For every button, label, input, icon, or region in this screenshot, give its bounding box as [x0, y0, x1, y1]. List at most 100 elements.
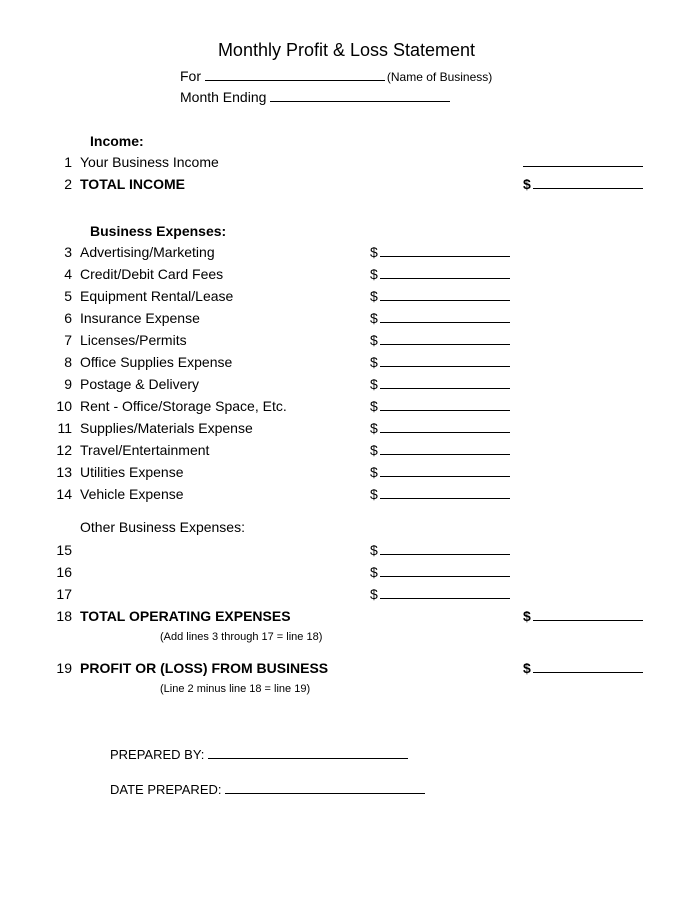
line-num: 2: [50, 176, 80, 192]
date-prepared-blank[interactable]: [225, 780, 425, 794]
signature-section: PREPARED BY: DATE PREPARED:: [110, 745, 643, 797]
line-row: 7Licenses/Permits$: [50, 331, 643, 351]
line-num: 13: [50, 464, 80, 480]
line-num: 14: [50, 486, 80, 502]
total-op-formula: (Add lines 3 through 17 = line 18): [160, 631, 643, 643]
dollar-sign: $: [370, 376, 378, 392]
dollar-sign: $: [370, 486, 378, 502]
dollar-sign: $: [523, 660, 531, 676]
amount-blank[interactable]: [380, 541, 510, 555]
line-label: Equipment Rental/Lease: [80, 288, 370, 304]
amount-blank[interactable]: [533, 175, 643, 189]
line-row: 9Postage & Delivery$: [50, 375, 643, 395]
dollar-sign: $: [370, 464, 378, 480]
amount-blank[interactable]: [380, 463, 510, 477]
amount-blank[interactable]: [380, 485, 510, 499]
other-expenses-heading-row: Other Business Expenses:: [50, 519, 643, 539]
dollar-sign: $: [370, 310, 378, 326]
income-heading: Income:: [90, 133, 643, 149]
line-label: Insurance Expense: [80, 310, 370, 326]
month-blank[interactable]: [270, 88, 450, 102]
line-row: 13Utilities Expense$: [50, 463, 643, 483]
line-label: Postage & Delivery: [80, 376, 370, 392]
line-19: 19 PROFIT OR (LOSS) FROM BUSINESS $: [50, 659, 643, 679]
line-label: Rent - Office/Storage Space, Etc.: [80, 398, 370, 414]
amount-blank[interactable]: [533, 659, 643, 673]
for-paren: (Name of Business): [387, 70, 492, 84]
dollar-sign: $: [370, 442, 378, 458]
amount-blank[interactable]: [380, 353, 510, 367]
line-num: 18: [50, 608, 80, 624]
other-expenses-heading: Other Business Expenses:: [80, 519, 370, 535]
amount-blank[interactable]: [533, 607, 643, 621]
amount-blank[interactable]: [380, 287, 510, 301]
amount-blank[interactable]: [380, 397, 510, 411]
prepared-by-row: PREPARED BY:: [110, 745, 643, 762]
line-label: Travel/Entertainment: [80, 442, 370, 458]
line-num: 12: [50, 442, 80, 458]
line-row: 5Equipment Rental/Lease$: [50, 287, 643, 307]
line-label: Advertising/Marketing: [80, 244, 370, 260]
line-label: Vehicle Expense: [80, 486, 370, 502]
profit-formula: (Line 2 minus line 18 = line 19): [160, 683, 643, 695]
line-row: 15 $: [50, 541, 643, 561]
line-label: Licenses/Permits: [80, 332, 370, 348]
line-row: 10Rent - Office/Storage Space, Etc.$: [50, 397, 643, 417]
dollar-sign: $: [370, 288, 378, 304]
line-row: 6Insurance Expense$: [50, 309, 643, 329]
date-prepared-label: DATE PREPARED:: [110, 782, 221, 797]
line-label: Supplies/Materials Expense: [80, 420, 370, 436]
line-label: Office Supplies Expense: [80, 354, 370, 370]
line-label: Credit/Debit Card Fees: [80, 266, 370, 282]
prepared-by-blank[interactable]: [208, 745, 408, 759]
line-row: 11Supplies/Materials Expense$: [50, 419, 643, 439]
line-18: 18 TOTAL OPERATING EXPENSES $: [50, 607, 643, 627]
dollar-sign: $: [370, 586, 378, 602]
month-label: Month Ending: [180, 89, 266, 105]
line-num: 7: [50, 332, 80, 348]
dollar-sign: $: [370, 542, 378, 558]
line-row: 16 $: [50, 563, 643, 583]
for-label: For: [180, 68, 201, 84]
amount-blank[interactable]: [380, 331, 510, 345]
amount-blank[interactable]: [380, 585, 510, 599]
line-row: 12Travel/Entertainment$: [50, 441, 643, 461]
line-num: 3: [50, 244, 80, 260]
line-num: 19: [50, 660, 80, 676]
line-num: 8: [50, 354, 80, 370]
date-prepared-row: DATE PREPARED:: [110, 780, 643, 797]
line-label: Your Business Income: [80, 154, 370, 170]
header-for-row: For (Name of Business): [180, 67, 643, 84]
dollar-sign: $: [370, 420, 378, 436]
dollar-sign: $: [370, 354, 378, 370]
prepared-by-label: PREPARED BY:: [110, 747, 204, 762]
amount-blank[interactable]: [380, 265, 510, 279]
for-blank[interactable]: [205, 67, 385, 81]
line-1: 1 Your Business Income: [50, 153, 643, 173]
dollar-sign: $: [523, 176, 531, 192]
line-num: 17: [50, 586, 80, 602]
dollar-sign: $: [370, 332, 378, 348]
line-2: 2 TOTAL INCOME $: [50, 175, 643, 195]
amount-blank[interactable]: [523, 153, 643, 167]
amount-blank[interactable]: [380, 243, 510, 257]
line-label: Utilities Expense: [80, 464, 370, 480]
line-num: 15: [50, 542, 80, 558]
dollar-sign: $: [523, 608, 531, 624]
amount-blank[interactable]: [380, 419, 510, 433]
amount-blank[interactable]: [380, 309, 510, 323]
line-num: 4: [50, 266, 80, 282]
line-num: 16: [50, 564, 80, 580]
line-num: 11: [50, 420, 80, 436]
line-label: TOTAL OPERATING EXPENSES: [80, 608, 370, 624]
amount-blank[interactable]: [380, 375, 510, 389]
line-row: 3Advertising/Marketing$: [50, 243, 643, 263]
dollar-sign: $: [370, 266, 378, 282]
amount-blank[interactable]: [380, 441, 510, 455]
dollar-sign: $: [370, 564, 378, 580]
line-label: PROFIT OR (LOSS) FROM BUSINESS: [80, 660, 370, 676]
amount-blank[interactable]: [380, 563, 510, 577]
line-num: 6: [50, 310, 80, 326]
line-num: 5: [50, 288, 80, 304]
document-title: Monthly Profit & Loss Statement: [50, 40, 643, 61]
